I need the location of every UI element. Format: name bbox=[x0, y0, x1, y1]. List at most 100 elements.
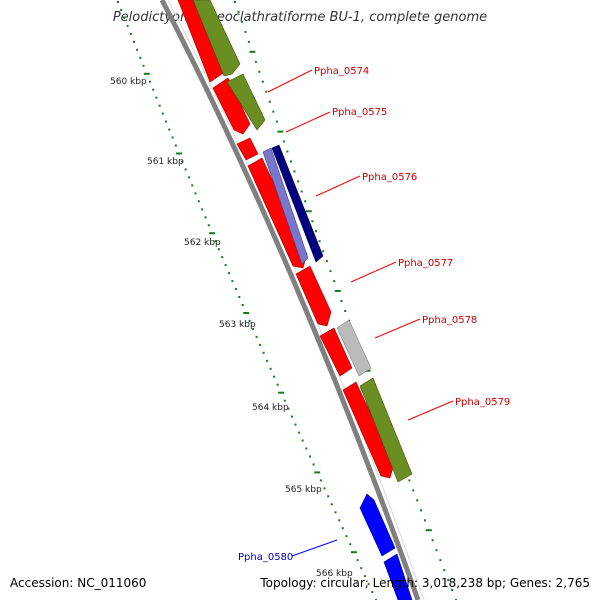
ruler-tick bbox=[217, 248, 220, 251]
outer-tick bbox=[318, 240, 321, 243]
outer-tick-track bbox=[234, 1, 457, 600]
outer-tick bbox=[333, 280, 336, 283]
outer-tick bbox=[254, 60, 257, 63]
ruler-label: 563 kbp bbox=[219, 320, 256, 330]
ruler-tick bbox=[207, 224, 210, 227]
outer-tick bbox=[340, 300, 343, 302]
gene-feature[interactable] bbox=[271, 144, 324, 263]
outer-tick bbox=[293, 170, 296, 173]
label-leaders bbox=[267, 69, 454, 557]
ruler-label: 566 kbp bbox=[316, 569, 353, 579]
ruler-label: 560 kbp bbox=[110, 77, 147, 87]
ruler-tick bbox=[152, 88, 155, 91]
ruler-tick bbox=[312, 463, 315, 466]
outer-tick bbox=[275, 120, 278, 123]
outer-tick bbox=[265, 90, 268, 93]
ruler-tick bbox=[259, 343, 262, 346]
gene-feature[interactable] bbox=[226, 73, 266, 131]
outer-tick bbox=[304, 200, 307, 203]
ruler-tick bbox=[201, 208, 204, 211]
ruler-tick bbox=[133, 40, 135, 43]
gene-feature[interactable] bbox=[383, 553, 413, 600]
gene-feature[interactable] bbox=[295, 265, 332, 327]
ruler-tick bbox=[287, 407, 290, 410]
gene-feature[interactable] bbox=[336, 319, 372, 377]
outer-tick bbox=[447, 579, 450, 582]
ruler-tick bbox=[327, 495, 330, 498]
reverse-strand-features bbox=[177, 0, 413, 600]
ruler-tick bbox=[341, 527, 344, 530]
outer-tick bbox=[344, 310, 347, 312]
outer-tick bbox=[247, 40, 250, 43]
outer-tick bbox=[258, 70, 261, 73]
ruler-tick bbox=[241, 304, 244, 306]
ruler-tick bbox=[305, 447, 308, 450]
ruler-tick bbox=[269, 367, 272, 370]
ruler-tick bbox=[243, 312, 250, 314]
genome-backbone bbox=[159, 0, 421, 600]
outer-tick bbox=[244, 30, 247, 33]
topology-text: Topology: circular; Length: 3,018,238 bp… bbox=[260, 576, 590, 590]
ruler-tick bbox=[197, 200, 200, 203]
gene-feature[interactable] bbox=[262, 147, 309, 265]
ruler-tick bbox=[309, 455, 311, 458]
outer-tick bbox=[234, 1, 236, 3]
ruler-tick bbox=[349, 543, 352, 546]
ruler-tick bbox=[161, 112, 164, 115]
outer-tick bbox=[300, 190, 303, 193]
gene-label[interactable]: Ppha_0577 bbox=[398, 258, 453, 269]
ruler-tick bbox=[273, 375, 276, 378]
outer-tick bbox=[315, 230, 317, 233]
outer-tick bbox=[443, 569, 446, 572]
ruler-tick bbox=[142, 64, 145, 67]
outer-tick bbox=[277, 130, 284, 133]
ruler-tick bbox=[367, 583, 370, 586]
ruler-tick bbox=[171, 136, 174, 139]
ruler-labels: 560 kbp 561 kbp 562 kbp 563 kbp 564 kbp … bbox=[110, 77, 353, 579]
ruler-tick bbox=[209, 232, 216, 235]
gene-feature[interactable] bbox=[192, 0, 241, 77]
ruler-tick bbox=[298, 431, 301, 434]
gene-feature[interactable] bbox=[359, 493, 396, 557]
ruler-tick bbox=[278, 391, 285, 394]
outer-tick bbox=[290, 160, 292, 163]
gene-feature[interactable] bbox=[342, 381, 395, 479]
gene-label[interactable]: Ppha_0574 bbox=[314, 66, 369, 77]
outer-tick bbox=[408, 479, 411, 482]
ruler-tick bbox=[221, 256, 224, 259]
gene-feature[interactable] bbox=[236, 137, 259, 161]
kbp-tick-track bbox=[117, 1, 377, 600]
gene-feature[interactable] bbox=[319, 327, 353, 377]
ruler-tick bbox=[350, 551, 357, 554]
gene-label[interactable]: Ppha_0575 bbox=[332, 107, 387, 118]
ruler-tick bbox=[136, 48, 139, 51]
gene-label[interactable]: Ppha_0578 bbox=[422, 315, 477, 326]
outer-tick bbox=[237, 11, 240, 13]
outer-tick bbox=[282, 140, 285, 143]
outer-tick bbox=[249, 50, 256, 53]
outer-tick bbox=[416, 499, 419, 502]
ruler-tick bbox=[238, 296, 241, 298]
ruler-tick bbox=[181, 160, 184, 163]
ruler-label: 564 kbp bbox=[252, 403, 289, 413]
ruler-tick bbox=[360, 567, 363, 570]
forward-strand-features bbox=[192, 0, 413, 483]
ruler-tick bbox=[371, 591, 374, 593]
ruler-tick bbox=[266, 359, 269, 362]
gene-label[interactable]: Ppha_0579 bbox=[455, 397, 510, 408]
gene-label[interactable]: Ppha_0580 bbox=[238, 552, 293, 563]
outer-tick bbox=[305, 210, 312, 213]
outer-tick bbox=[297, 180, 300, 183]
ruler-tick bbox=[330, 503, 333, 506]
ruler-tick bbox=[184, 168, 187, 171]
ruler-tick bbox=[143, 72, 150, 75]
ruler-tick bbox=[139, 56, 142, 59]
gene-feature[interactable] bbox=[212, 77, 251, 135]
outer-tick bbox=[431, 539, 434, 542]
outer-tick bbox=[435, 549, 438, 552]
gene-label[interactable]: Ppha_0576 bbox=[362, 172, 417, 183]
ruler-tick bbox=[204, 216, 207, 219]
outer-tick bbox=[420, 509, 422, 512]
gene-feature[interactable] bbox=[359, 377, 413, 483]
